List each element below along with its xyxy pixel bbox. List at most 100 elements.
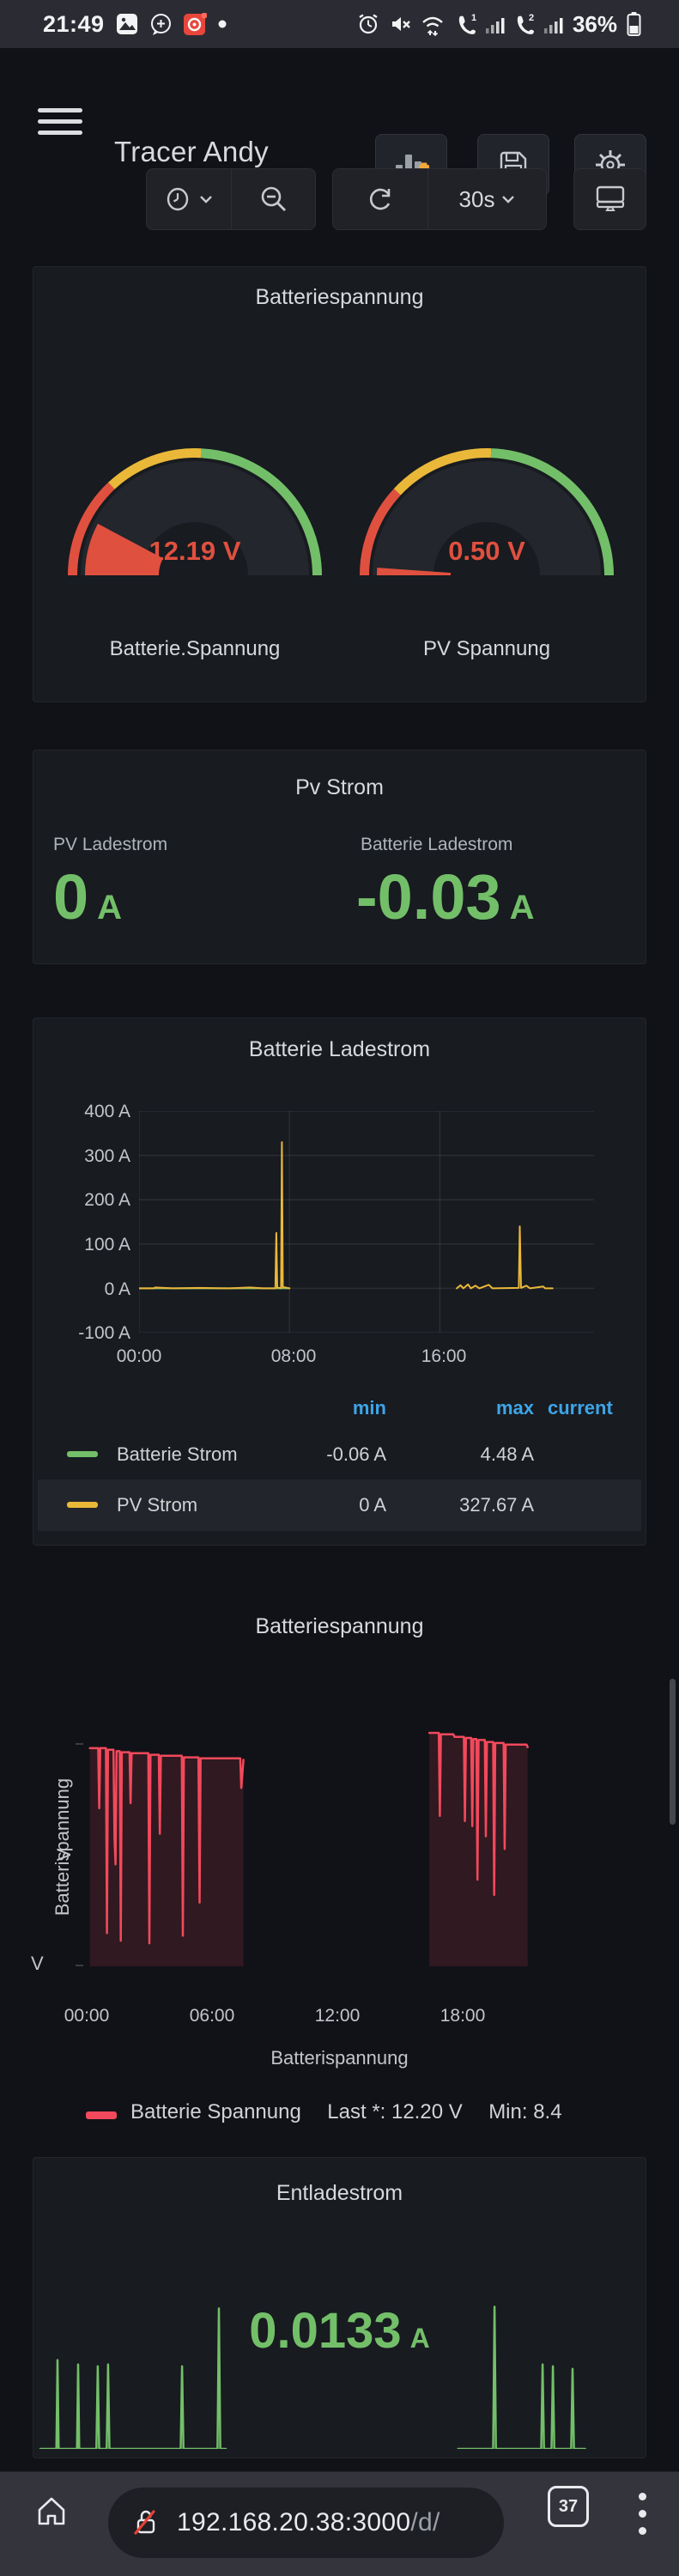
legend-header-current[interactable]: current <box>548 1397 613 1419</box>
stat-value: -0.03 A <box>356 866 535 929</box>
time-range-group <box>146 168 316 230</box>
stat-unit: A <box>409 2323 430 2354</box>
menu-icon <box>38 108 82 112</box>
clock-icon <box>167 187 189 211</box>
x-tick: 00:00 <box>116 1346 162 1366</box>
x-tick: 12:00 <box>314 2006 361 2026</box>
mute-icon <box>389 13 411 35</box>
gauge-batterie-spannung <box>68 448 322 575</box>
panel-title[interactable]: Pv Strom <box>295 775 384 799</box>
clock-time: 21:49 <box>43 10 105 37</box>
signal-bars <box>543 13 563 35</box>
panel-title[interactable]: Batterie Ladestrom <box>248 1037 431 1061</box>
battery-icon <box>627 12 641 36</box>
legend-row[interactable]: Batterie Spannung Last *: 12.20 V Min: 8… <box>82 2100 679 2131</box>
y-axis-unit-rotated: V <box>53 1848 75 1862</box>
series-swatch <box>86 2111 117 2119</box>
series-min: 0 A <box>359 1494 386 1516</box>
status-bar: 21:49 1 <box>0 0 679 48</box>
series-max: 327.67 A <box>459 1494 534 1516</box>
x-axis-label: Batterispannung <box>270 2047 409 2069</box>
svg-text:1: 1 <box>471 13 476 23</box>
legend-header-max[interactable]: max <box>495 1397 534 1419</box>
battery-percent: 36% <box>572 10 617 37</box>
y-axis-unit: V <box>31 1953 44 1974</box>
x-tick: 16:00 <box>421 1346 467 1366</box>
x-tick: 08:00 <box>270 1346 317 1366</box>
series-min-value: Min: 8.4 <box>488 2100 562 2123</box>
tab-counter-button[interactable]: 37 <box>548 2486 589 2527</box>
tv-mode-button[interactable] <box>573 168 646 230</box>
legend-row[interactable]: PV Strom 0 A 327.67 A <box>38 1479 641 1531</box>
refresh-icon <box>369 188 391 210</box>
add-comment-icon <box>149 13 173 36</box>
screen-record-icon <box>183 12 207 36</box>
y-tick: 400 A <box>84 1102 130 1121</box>
time-picker-button[interactable] <box>147 169 231 229</box>
refresh-interval-dropdown[interactable]: 30s <box>428 169 546 229</box>
series-name: PV Strom <box>117 1494 198 1516</box>
url-bar[interactable]: 192.168.20.38:3000/d/ <box>108 2488 504 2558</box>
axis-tick-mark <box>76 1743 83 1745</box>
dashboard-title: Tracer Andy <box>114 136 269 167</box>
browser-bottom-bar: 192.168.20.38:3000/d/ 37 <box>0 2471 679 2576</box>
phone-sim2-icon: 2 <box>514 13 535 35</box>
ladestrom-chart-plot[interactable] <box>139 1111 594 1333</box>
zoom-out-icon <box>261 186 286 211</box>
insecure-lock-icon <box>130 2506 161 2539</box>
monitor-icon <box>596 185 624 211</box>
gauge-pv-spannung <box>360 448 614 575</box>
stat-unit: A <box>509 889 535 927</box>
axis-tick-mark <box>76 1965 83 1966</box>
kebab-menu-icon <box>639 2493 646 2500</box>
refresh-button[interactable] <box>333 169 427 229</box>
stat-label: PV Ladestrom <box>53 835 168 854</box>
refresh-group: 30s <box>332 168 547 230</box>
gauge-label: Batterie.Spannung <box>109 637 281 660</box>
series-swatch <box>67 1451 98 1457</box>
y-tick: 100 A <box>84 1235 130 1255</box>
notification-dot <box>218 20 227 28</box>
stat-value: 0 A <box>53 866 122 929</box>
stat-value: 0.0133 A <box>0 2306 679 2356</box>
zoom-out-button[interactable] <box>232 169 315 229</box>
phone-sim1-icon: 1 <box>456 13 476 35</box>
series-swatch <box>67 1502 98 1508</box>
series-name: Batterie Spannung <box>130 2100 301 2123</box>
home-button[interactable] <box>26 2486 77 2537</box>
app-header: Tracer Andy <box>0 48 679 196</box>
stat-label: Batterie Ladestrom <box>361 835 513 854</box>
home-icon <box>38 2497 65 2525</box>
stat-unit: A <box>97 889 123 927</box>
y-tick: -100 A <box>78 1323 130 1343</box>
legend-row[interactable]: Batterie Strom -0.06 A 4.48 A <box>38 1441 641 1472</box>
series-max: 4.48 A <box>480 1443 534 1465</box>
alarm-icon <box>357 13 379 35</box>
panel-title[interactable]: Entladestrom <box>276 2181 403 2205</box>
refresh-interval-value: 30s <box>458 185 495 212</box>
panel-title[interactable]: Batteriespannung <box>255 1614 424 1638</box>
gauge-label: PV Spannung <box>422 637 551 660</box>
y-tick: 300 A <box>84 1146 130 1166</box>
signal-bars <box>485 13 505 35</box>
series-name: Batterie Strom <box>117 1443 238 1465</box>
url-text: 192.168.20.38:3000/d/ <box>177 2508 440 2537</box>
series-last-value: Last *: 12.20 V <box>327 2100 463 2123</box>
legend-header-min[interactable]: min <box>352 1397 386 1419</box>
svg-text:2: 2 <box>529 13 534 23</box>
menu-button[interactable] <box>0 82 94 143</box>
stat-number: 0 <box>53 861 89 933</box>
x-tick: 00:00 <box>64 2006 110 2026</box>
chevron-down-icon <box>200 196 212 204</box>
wifi-icon <box>421 13 446 36</box>
tab-count: 37 <box>558 2496 579 2516</box>
url-path: /d/ <box>410 2508 440 2537</box>
gallery-icon <box>116 13 138 35</box>
browser-menu-button[interactable] <box>630 2488 664 2561</box>
stat-number: -0.03 <box>356 861 501 933</box>
page-scrollbar[interactable] <box>670 1679 676 1825</box>
x-tick: 18:00 <box>440 2006 486 2026</box>
spannung-chart-plot[interactable] <box>87 1722 597 1966</box>
panel-title[interactable]: Batteriespannung <box>255 285 424 309</box>
panel-batterie-ladestrom <box>33 1018 646 1546</box>
